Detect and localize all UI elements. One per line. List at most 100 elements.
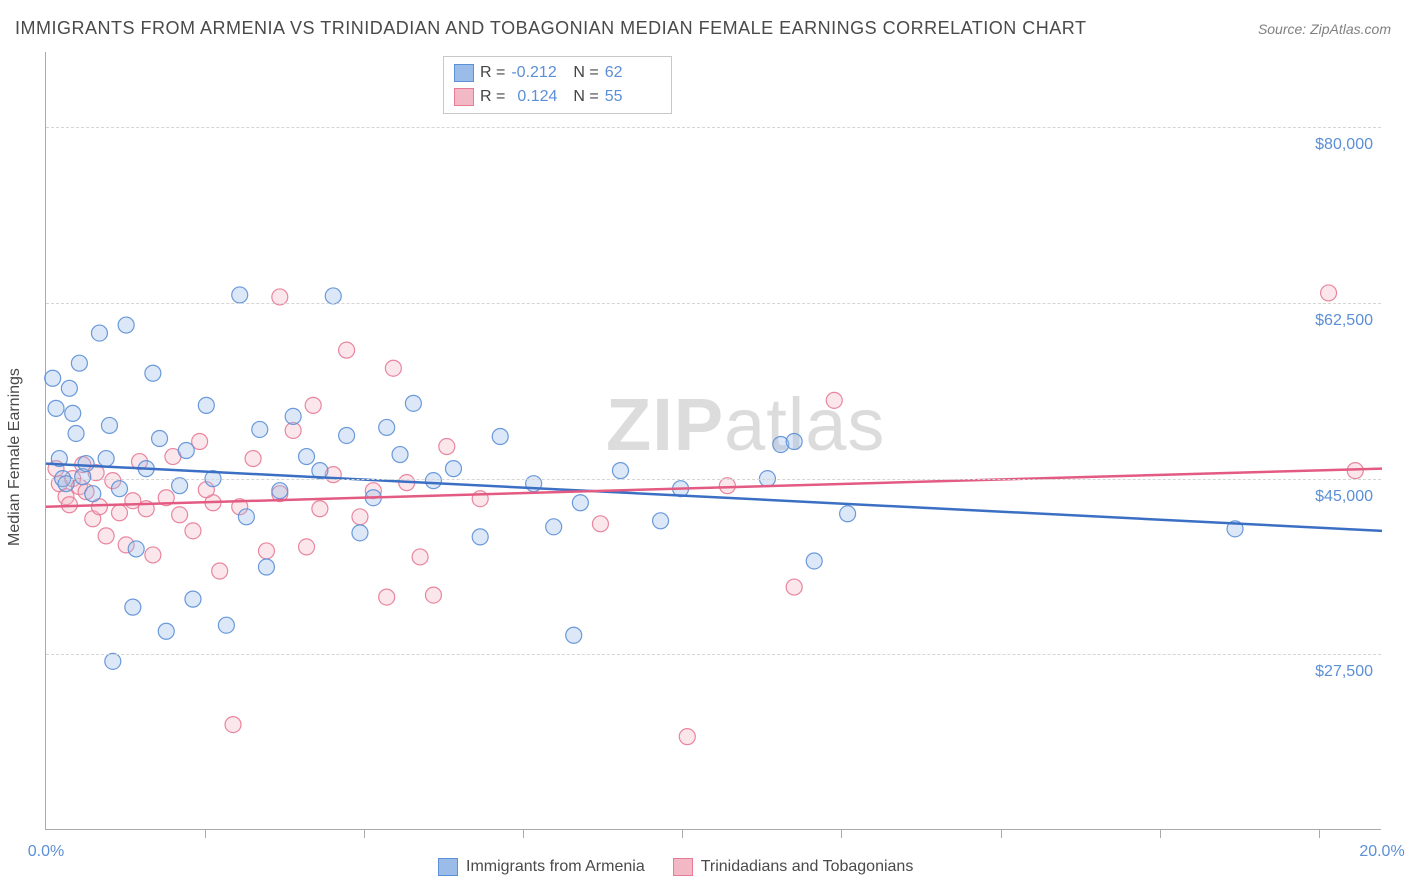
scatter-point-armenia	[238, 509, 254, 525]
scatter-point-armenia	[339, 427, 355, 443]
x-tick	[523, 829, 524, 838]
scatter-point-trinidad	[48, 461, 64, 477]
scatter-point-armenia	[612, 463, 628, 479]
gridline	[46, 654, 1381, 655]
scatter-point-armenia	[61, 380, 77, 396]
x-tick	[1319, 829, 1320, 838]
scatter-point-trinidad	[299, 539, 315, 555]
x-tick	[205, 829, 206, 838]
source-credit: Source: ZipAtlas.com	[1258, 21, 1391, 37]
scatter-point-armenia	[75, 469, 91, 485]
scatter-point-armenia	[78, 456, 94, 472]
scatter-point-armenia	[405, 395, 421, 411]
scatter-point-armenia	[786, 434, 802, 450]
trinidad-n-value: 55	[605, 88, 661, 106]
scatter-point-trinidad	[172, 507, 188, 523]
x-tick-label: 20.0%	[1359, 843, 1404, 861]
swatch-trinidad	[673, 858, 693, 876]
scatter-point-armenia	[51, 451, 67, 467]
scatter-point-armenia	[101, 417, 117, 433]
series-legend: Immigrants from Armenia Trinidadians and…	[438, 858, 913, 876]
scatter-point-armenia	[71, 355, 87, 371]
scatter-point-trinidad	[679, 729, 695, 745]
scatter-point-trinidad	[305, 397, 321, 413]
scatter-point-armenia	[98, 451, 114, 467]
gridline	[46, 303, 1381, 304]
scatter-point-armenia	[111, 481, 127, 497]
armenia-n-value: 62	[605, 64, 661, 82]
r-label: R =	[480, 88, 505, 106]
scatter-point-trinidad	[325, 467, 341, 483]
y-tick-label: $80,000	[1315, 136, 1373, 154]
scatter-point-trinidad	[245, 451, 261, 467]
watermark-atlas: atlas	[724, 383, 885, 466]
scatter-point-trinidad	[192, 434, 208, 450]
scatter-plot-area: ZIPatlas $27,500$45,000$62,500$80,0000.0…	[45, 52, 1381, 830]
scatter-point-trinidad	[165, 449, 181, 465]
scatter-point-armenia	[145, 365, 161, 381]
scatter-point-trinidad	[232, 499, 248, 515]
scatter-point-trinidad	[312, 501, 328, 517]
scatter-svg	[46, 52, 1382, 830]
correlation-stats-box: R = -0.212 N = 62 R = 0.124 N = 55	[443, 56, 672, 114]
scatter-point-trinidad	[225, 717, 241, 733]
scatter-point-armenia	[445, 461, 461, 477]
stats-row-trinidad: R = 0.124 N = 55	[454, 85, 661, 109]
scatter-point-trinidad	[85, 511, 101, 527]
scatter-point-armenia	[1227, 521, 1243, 537]
n-label: N =	[573, 88, 598, 106]
swatch-armenia	[454, 64, 474, 82]
scatter-point-trinidad	[158, 490, 174, 506]
scatter-point-trinidad	[118, 537, 134, 553]
scatter-point-armenia	[118, 317, 134, 333]
source-label: Source:	[1258, 21, 1310, 37]
scatter-point-armenia	[365, 490, 381, 506]
scatter-point-trinidad	[138, 501, 154, 517]
scatter-point-armenia	[325, 288, 341, 304]
scatter-point-armenia	[68, 425, 84, 441]
scatter-point-trinidad	[439, 439, 455, 455]
scatter-point-armenia	[492, 428, 508, 444]
scatter-point-armenia	[48, 400, 64, 416]
x-tick-label: 0.0%	[28, 843, 64, 861]
scatter-point-trinidad	[1347, 463, 1363, 479]
scatter-point-armenia	[653, 513, 669, 529]
scatter-point-armenia	[285, 408, 301, 424]
legend-item-armenia: Immigrants from Armenia	[438, 858, 645, 876]
scatter-point-armenia	[172, 478, 188, 494]
scatter-point-trinidad	[826, 392, 842, 408]
scatter-point-armenia	[91, 325, 107, 341]
scatter-point-armenia	[566, 627, 582, 643]
scatter-point-armenia	[546, 519, 562, 535]
scatter-point-armenia	[773, 437, 789, 453]
x-tick	[1160, 829, 1161, 838]
scatter-point-armenia	[128, 541, 144, 557]
n-label: N =	[573, 64, 598, 82]
scatter-point-armenia	[138, 461, 154, 477]
scatter-point-trinidad	[719, 478, 735, 494]
scatter-point-trinidad	[385, 360, 401, 376]
legend-item-trinidad: Trinidadians and Tobagonians	[673, 858, 914, 876]
scatter-point-armenia	[105, 653, 121, 669]
scatter-point-trinidad	[425, 587, 441, 603]
trinidad-r-value: 0.124	[511, 88, 567, 106]
gridline	[46, 479, 1381, 480]
scatter-point-armenia	[258, 559, 274, 575]
legend-label-trinidad: Trinidadians and Tobagonians	[701, 858, 914, 876]
scatter-point-trinidad	[98, 528, 114, 544]
scatter-point-armenia	[840, 506, 856, 522]
trend-line-trinidad	[46, 469, 1382, 507]
scatter-point-trinidad	[58, 489, 74, 505]
scatter-point-armenia	[425, 473, 441, 489]
scatter-point-armenia	[392, 447, 408, 463]
scatter-point-armenia	[125, 599, 141, 615]
scatter-point-armenia	[806, 553, 822, 569]
watermark: ZIPatlas	[606, 382, 885, 467]
scatter-point-trinidad	[379, 589, 395, 605]
scatter-point-trinidad	[212, 563, 228, 579]
scatter-point-trinidad	[105, 473, 121, 489]
stats-row-armenia: R = -0.212 N = 62	[454, 61, 661, 85]
scatter-point-trinidad	[125, 493, 141, 509]
y-axis-title: Median Female Earnings	[6, 368, 24, 546]
scatter-point-armenia	[312, 463, 328, 479]
